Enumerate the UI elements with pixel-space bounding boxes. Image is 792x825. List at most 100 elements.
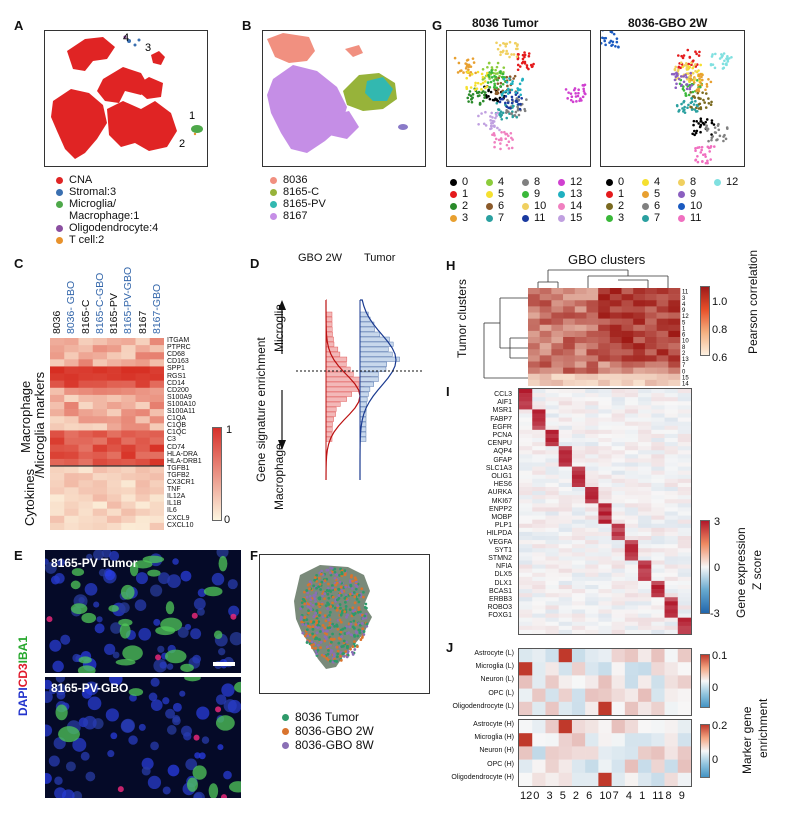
heatmap-cell [651, 593, 665, 598]
umap-point [577, 88, 580, 91]
heatmap-cell [585, 389, 599, 394]
heatmap-cell [611, 593, 626, 598]
heatmap-cell [107, 387, 122, 396]
panel-j-column-label: 9 [678, 790, 685, 802]
heatmap-cell [149, 387, 165, 396]
umap-point [466, 58, 470, 62]
iba1-cell [208, 783, 219, 798]
histogram-bar [325, 396, 347, 402]
panel-i-gene-label: ERBB3 [489, 596, 512, 603]
umap-point [574, 92, 577, 95]
heatmap-cell [558, 446, 573, 451]
heatmap-cell [519, 429, 533, 435]
heatmap-cell [585, 491, 599, 496]
umap-point [510, 95, 514, 99]
umap-point [689, 71, 693, 75]
heatmap-cell [558, 495, 573, 500]
panel-g-label: G [432, 18, 443, 33]
panel-c-group-cytokines: Cytokines [22, 468, 37, 526]
heatmap-cell [64, 444, 79, 453]
heatmap-cell [598, 438, 612, 443]
heatmap-cell [149, 430, 165, 438]
panel-h-ylabel: Tumor clusters [455, 279, 469, 358]
heatmap-cell [571, 511, 586, 516]
panel-j-tick-h-min: 0 [712, 754, 719, 766]
legend-label: 5 [498, 188, 505, 200]
umap-point [495, 41, 498, 45]
heatmap-cell [585, 519, 599, 525]
heatmap-cell [638, 609, 652, 614]
umap-point [608, 41, 611, 44]
heatmap-cell [558, 433, 573, 439]
heatmap-cell [551, 306, 564, 313]
stain-cd3: CD3 [16, 663, 30, 688]
panel-h-row-label: 15 [682, 375, 689, 381]
heatmap-cell [539, 343, 552, 350]
nucleus [136, 572, 148, 585]
umap-point [364, 606, 368, 610]
heatmap-cell [50, 522, 65, 531]
umap-point [308, 594, 312, 598]
heatmap-cell [532, 733, 546, 747]
heatmap-cell [611, 548, 626, 553]
heatmap-cell [651, 429, 665, 435]
heatmap-cell [574, 373, 587, 381]
umap-point [510, 88, 514, 92]
heatmap-cell [64, 473, 79, 481]
umap-point [477, 90, 481, 94]
histogram-bar [359, 346, 389, 352]
umap-point [332, 654, 336, 658]
panel-c-gene-label: IL12A [167, 493, 186, 501]
heatmap-cell [64, 338, 79, 346]
heatmap-cell [624, 572, 639, 578]
umap-point [496, 126, 499, 130]
heatmap-cell [644, 294, 657, 301]
umap-point [685, 61, 688, 65]
heatmap-cell [532, 597, 546, 602]
panel-c-heatmap-svg [50, 338, 165, 531]
umap-point [302, 618, 306, 622]
nucleus [193, 791, 205, 798]
heatmap-cell [598, 495, 612, 500]
heatmap-cell [664, 429, 679, 435]
histogram-bar [325, 416, 334, 422]
heatmap-cell [651, 495, 665, 500]
heatmap-cell [651, 462, 665, 467]
umap-point [477, 114, 480, 118]
heatmap-cell [121, 487, 136, 495]
heatmap-cell [677, 401, 692, 406]
heatmap-cell [664, 556, 679, 561]
heatmap-cell [149, 487, 165, 495]
panel-f-legend-item: 8036 Tumor [282, 710, 374, 724]
heatmap-cell [519, 605, 533, 610]
umap-point [311, 625, 315, 629]
umap-point [699, 130, 702, 134]
umap-point [496, 61, 500, 65]
legend-swatch [522, 214, 529, 222]
umap-point [690, 83, 694, 87]
umap-point [335, 598, 339, 602]
heatmap-cell [135, 366, 151, 374]
umap-point [300, 601, 304, 605]
panel-c-column-label: 8165-PV [108, 293, 120, 334]
heatmap-cell [677, 446, 692, 451]
heatmap-cell [50, 345, 65, 353]
heatmap-cell [624, 593, 639, 598]
heatmap-cell [664, 605, 679, 610]
heatmap-cell [545, 417, 559, 422]
heatmap-cell [624, 519, 639, 525]
umap-point [465, 76, 469, 80]
heatmap-cell [651, 433, 665, 439]
heatmap-cell [149, 338, 165, 346]
heatmap-cell [528, 355, 540, 362]
umap-point [692, 119, 696, 123]
legend-label: 10 [534, 200, 547, 212]
heatmap-cell [528, 318, 540, 326]
heatmap-cell [621, 337, 634, 344]
cluster-annotation-2: 2 [179, 138, 185, 150]
heatmap-cell [598, 433, 612, 439]
heatmap-cell [586, 373, 599, 381]
heatmap-cell [107, 359, 122, 367]
umap-point [582, 84, 586, 87]
panel-j-row-label: Oligodendrocyte (L) [452, 702, 514, 710]
